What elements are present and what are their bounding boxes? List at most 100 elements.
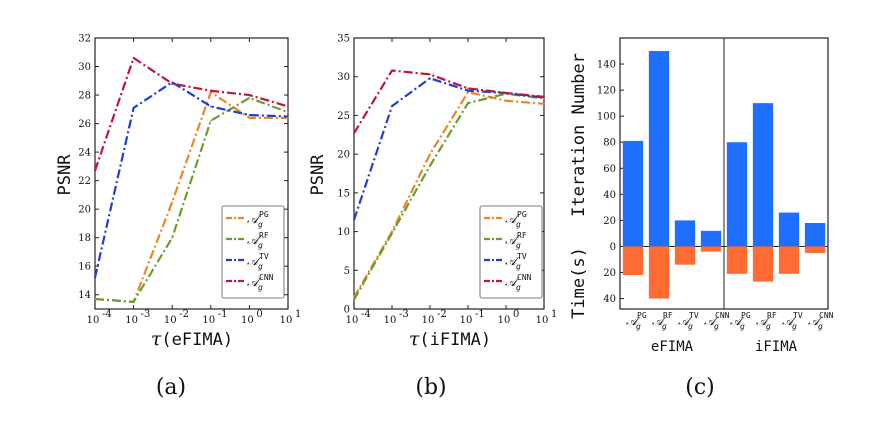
bar-iterations-tv [674, 220, 696, 247]
legend-A-symbol: 𝒜 [247, 212, 262, 226]
bar-time-cnn [700, 246, 722, 252]
legend-A-symbol: 𝒜 [505, 275, 520, 289]
data-point-cnn [210, 89, 212, 92]
bar-time-rf [648, 246, 670, 299]
data-point-pg [543, 103, 545, 105]
bar-time-pg [726, 246, 748, 274]
x-tick-subscript: g [714, 322, 719, 331]
data-point-rf [287, 111, 289, 113]
data-point-rf [391, 232, 393, 234]
x-tick-exponent: 0 [256, 309, 262, 320]
data-point-tv [210, 105, 212, 108]
panel-b-xlabel: τ(iFIMA) [409, 328, 491, 350]
legend-subscript: g [516, 220, 521, 229]
x-tick-subscript: g [740, 322, 745, 331]
data-point-cnn [171, 82, 173, 85]
data-point-tv [353, 219, 355, 221]
y-tick-label: 25 [337, 111, 350, 122]
x-tick-exponent: -3 [141, 309, 151, 320]
series-line-cnn [353, 69, 545, 134]
bar-iterations-rf [752, 103, 774, 247]
bar-iterations-pg [622, 140, 644, 247]
data-point-cnn [132, 57, 135, 59]
data-point-cnn [543, 96, 545, 98]
bar-iterations-rf [648, 51, 670, 247]
x-tick-label: 10 [280, 315, 293, 326]
panel-a-frame [94, 37, 289, 310]
panel-a-xlabel: τ(eFIMA) [151, 328, 233, 350]
legend-subscript: g [516, 262, 521, 271]
group-label-efima: eFIMA [651, 339, 694, 355]
x-tick-label: TV [793, 311, 803, 320]
data-point-cnn [505, 92, 507, 94]
legend-A-symbol: 𝒜 [505, 254, 520, 268]
y-tick-label: 10 [337, 227, 350, 238]
data-point-cnn [248, 94, 251, 96]
y-tick-label: 26 [78, 119, 91, 130]
panel-b-xlabel-text: (iFIMA) [419, 330, 491, 350]
x-tick-exponent: -4 [361, 309, 371, 320]
x-tick-A-symbol: 𝒜 [808, 314, 823, 328]
x-tick-exponent: 0 [513, 309, 519, 320]
y-tick-label: 120 [597, 86, 616, 97]
x-tick-label: 10 [346, 315, 359, 326]
x-tick-A-symbol: 𝒜 [652, 314, 667, 328]
panel-a: PSNR τ(eFIMA) (a) 1416182022242628303210… [55, 34, 301, 401]
y-tick-label: 30 [78, 62, 91, 73]
data-point-tv [287, 115, 289, 118]
legend-A-symbol: 𝒜 [247, 275, 262, 289]
data-point-tv [391, 105, 393, 107]
data-point-tv [132, 107, 135, 109]
bar-time-rf [752, 246, 774, 282]
data-point-rf [248, 97, 251, 99]
data-point-tv [248, 114, 251, 116]
panel-b-label: (b) [415, 375, 446, 400]
x-tick-A-symbol: 𝒜 [704, 314, 719, 328]
data-point-cnn [287, 105, 289, 108]
series-line-pg [353, 91, 545, 298]
panel-a-xlabel-text: (eFIMA) [161, 330, 233, 350]
y-tick-label-bottom: 20 [603, 268, 616, 279]
data-point-tv [467, 89, 469, 92]
legend-subscript: g [258, 241, 263, 250]
panel-c: Iteration Number Time(s) (c) 0 20 40 60 80 10… [569, 37, 834, 400]
panel-b-ylabel: PSNR [308, 154, 328, 196]
series-line-cnn [93, 56, 289, 172]
x-tick-subscript: g [662, 322, 667, 331]
x-tick-subscript: g [636, 322, 641, 331]
data-point-rf [171, 236, 173, 239]
legend-A-symbol: 𝒜 [247, 254, 262, 268]
x-tick-exponent: 1 [295, 309, 301, 320]
x-tick-label: 10 [536, 315, 549, 326]
data-point-cnn [467, 87, 469, 90]
legend-subscript: g [516, 283, 521, 292]
y-tick-label: 16 [78, 262, 91, 273]
data-point-tv [94, 276, 96, 279]
legend-A-symbol: 𝒜 [505, 212, 520, 226]
x-tick-label: CNN [715, 311, 730, 320]
y-tick-label: 20 [337, 150, 350, 161]
x-tick-label: 10 [241, 315, 254, 326]
data-point-rf [94, 298, 96, 300]
series-line-rf [94, 96, 289, 303]
bar-time-pg [622, 246, 644, 276]
x-tick-label: 10 [460, 315, 473, 326]
legend-entry-rf: RF [517, 231, 527, 240]
x-tick-label: 10 [498, 315, 511, 326]
legend-entry-pg: PG [259, 210, 269, 219]
bar-time-cnn [804, 246, 826, 253]
legend-entry-cnn: CNN [517, 273, 532, 282]
x-tick-label: RF [767, 311, 777, 320]
x-tick-exponent: -1 [218, 309, 228, 320]
panel-b-frame [353, 37, 545, 310]
y-tick-label: 0 [610, 242, 616, 253]
y-tick-label: 35 [337, 34, 350, 45]
legend-subscript: g [258, 262, 263, 271]
legend-entry-cnn: CNN [259, 273, 274, 282]
bar-iterations-pg [726, 142, 748, 247]
y-tick-label: 40 [603, 190, 616, 201]
data-point-cnn [429, 73, 431, 76]
x-tick-exponent: -2 [179, 309, 189, 320]
x-tick-exponent: -3 [399, 309, 409, 320]
legend-subscript: g [258, 283, 263, 292]
